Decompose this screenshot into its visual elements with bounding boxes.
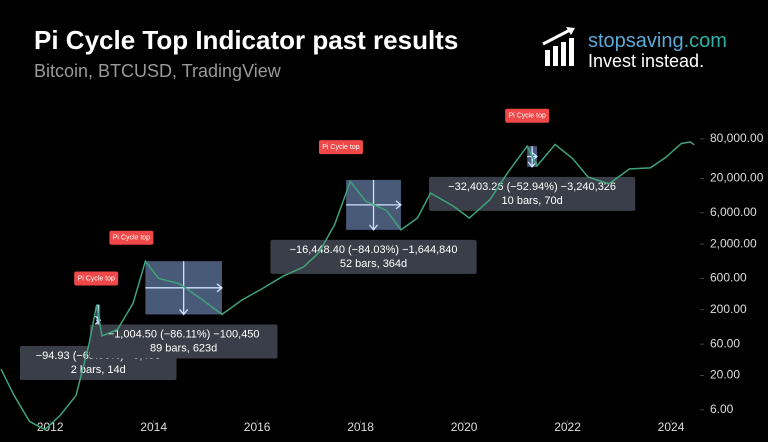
chart-title: Pi Cycle Top Indicator past results	[34, 25, 458, 55]
signal-badge	[74, 271, 119, 286]
y-tick-label: 80,000.00	[710, 131, 764, 145]
measure-label: 52 bars, 364d	[340, 258, 407, 270]
signal-label: Pi Cycle top	[113, 235, 150, 242]
measure-label: −16,448.40 (−84.03%) −1,644,840	[290, 244, 458, 256]
measure-label-box	[89, 324, 278, 359]
signal-badge	[109, 230, 154, 245]
x-tick-label: 2012	[37, 420, 64, 434]
y-tick-label: 200.00	[710, 302, 747, 316]
x-tick-label: 2014	[140, 420, 167, 434]
signal-label: Pi Cycle top	[78, 275, 115, 282]
measure-label: 10 bars, 70d	[502, 195, 563, 207]
measure-label: −32,403.26 (−52.94%) −3,240,326	[448, 181, 616, 193]
brand: stopsaving.com	[588, 30, 727, 52]
measure-label-box	[429, 176, 636, 211]
signal-badge	[318, 140, 363, 155]
y-tick-label: 2,000.00	[710, 236, 757, 250]
price-line	[0, 141, 695, 431]
y-tick-label: 6.00	[710, 402, 734, 416]
y-tick-label: 6,000.00	[710, 205, 757, 219]
measure-label: 2 bars, 14d	[71, 364, 126, 376]
x-tick-label: 2022	[554, 420, 581, 434]
measure-label: −1,004.50 (−86.11%) −100,450	[108, 328, 260, 340]
chart-subtitle: Bitcoin, BTCUSD, TradingView	[34, 61, 282, 81]
y-tick-label: 600.00	[710, 271, 747, 285]
signal-label: Pi Cycle top	[509, 113, 546, 120]
signal-badge	[505, 108, 550, 123]
brand-tagline: Invest instead.	[588, 51, 704, 71]
brand-tld: .com	[684, 30, 727, 52]
x-tick-label: 2020	[451, 420, 478, 434]
brand-name: stopsaving	[588, 30, 684, 52]
measure-label: 89 bars, 623d	[150, 342, 217, 354]
logo-icon	[542, 27, 575, 66]
y-tick-label: 20,000.00	[710, 171, 764, 185]
y-tick-label: 60.00	[710, 336, 740, 350]
x-tick-label: 2018	[347, 420, 374, 434]
x-tick-label: 2024	[658, 420, 685, 434]
signal-label: Pi Cycle top	[322, 144, 359, 151]
x-tick-label: 2016	[244, 420, 271, 434]
y-tick-label: 20.00	[710, 368, 740, 382]
measure-arrow	[145, 261, 223, 316]
